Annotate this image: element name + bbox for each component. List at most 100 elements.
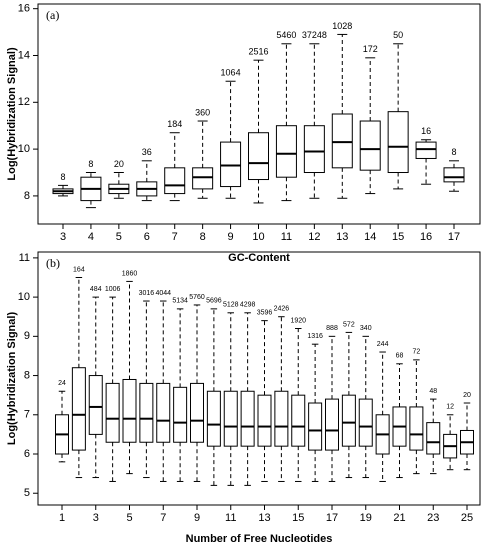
count-label: 36 (142, 147, 152, 157)
box (88, 375, 103, 435)
box (291, 394, 306, 447)
count-label: 244 (377, 341, 389, 348)
count-label: 5760 (189, 294, 205, 301)
box (359, 120, 381, 171)
count-label: 50 (393, 30, 403, 40)
box (303, 125, 325, 174)
count-label: 2426 (274, 306, 290, 313)
x-tick-label: 3 (60, 231, 66, 243)
box (206, 390, 221, 447)
x-tick-label: 7 (172, 231, 178, 243)
count-label: 5134 (172, 298, 188, 305)
count-label: 1064 (221, 68, 241, 78)
box (71, 367, 86, 451)
x-tick-label: 17 (448, 231, 460, 243)
y-tick-label: 14 (18, 49, 30, 61)
count-label: 184 (167, 119, 182, 129)
box (192, 167, 214, 190)
x-tick-label: 5 (116, 231, 122, 243)
box (275, 125, 297, 178)
x-tick-label: 23 (427, 512, 439, 524)
box (426, 422, 441, 455)
count-label: 68 (396, 353, 404, 360)
box (164, 167, 186, 195)
box (257, 394, 272, 447)
count-label: 72 (412, 349, 420, 356)
y-tick-label: 16 (18, 3, 30, 15)
count-label: 8 (88, 159, 93, 169)
x-tick-label: 12 (308, 231, 320, 243)
y-tick-label: 8 (24, 190, 30, 202)
count-label: 172 (363, 44, 378, 54)
box (341, 394, 356, 447)
count-label: 48 (429, 388, 437, 395)
count-label: 3596 (257, 309, 273, 316)
plot-frame (37, 251, 481, 506)
plot-frame (37, 3, 481, 225)
count-label: 20 (114, 159, 124, 169)
box (223, 390, 238, 447)
count-label: 1028 (332, 21, 352, 31)
box (248, 132, 269, 181)
count-label: 5128 (223, 302, 239, 309)
x-tick-label: 19 (360, 512, 372, 524)
x-tick-label: 10 (252, 231, 264, 243)
count-label: 24 (58, 380, 66, 387)
count-label: 20 (463, 392, 471, 399)
count-label: 484 (90, 286, 102, 293)
box (409, 406, 424, 451)
count-label: 1316 (307, 333, 323, 340)
count-label: 5460 (276, 30, 296, 40)
count-label: 2516 (248, 47, 268, 57)
y-tick-label: 11 (19, 252, 30, 264)
box (274, 390, 289, 447)
x-tick-label: 9 (228, 231, 234, 243)
x-tick-label: 13 (258, 512, 270, 524)
count-label: 1006 (105, 286, 121, 293)
box (331, 113, 353, 169)
x-tick-label: 16 (420, 231, 432, 243)
count-label: 340 (360, 325, 372, 332)
count-label: 164 (73, 266, 85, 273)
box (308, 402, 323, 451)
x-tick-label: 4 (88, 231, 94, 243)
box (240, 390, 255, 447)
x-tick-label: 14 (364, 231, 376, 243)
y-tick-label: 7 (24, 409, 30, 421)
box (173, 386, 188, 443)
box (122, 378, 137, 443)
panel-label: (a) (46, 8, 59, 22)
count-label: 3016 (139, 290, 155, 297)
count-label: 1860 (122, 270, 138, 277)
box (139, 382, 154, 443)
box (358, 398, 373, 447)
count-label: 16 (421, 126, 431, 136)
y-tick-label: 5 (24, 487, 30, 499)
y-tick-label: 10 (18, 143, 30, 155)
x-axis-title: Number of Free Nucleotides (186, 533, 333, 544)
count-label: 37248 (302, 30, 327, 40)
box (387, 111, 409, 174)
y-tick-label: 9 (24, 330, 30, 342)
count-label: 12 (446, 404, 454, 411)
box (105, 382, 120, 443)
x-tick-label: 15 (292, 512, 304, 524)
count-label: 4298 (240, 302, 256, 309)
x-tick-label: 11 (281, 231, 292, 243)
x-tick-label: 21 (393, 512, 405, 524)
count-label: 8 (451, 147, 456, 157)
count-label: 4044 (155, 290, 171, 297)
x-tick-label: 7 (160, 512, 166, 524)
y-tick-label: 6 (24, 448, 30, 460)
count-label: 5696 (206, 298, 222, 305)
x-tick-label: 6 (144, 231, 150, 243)
x-tick-label: 1 (59, 512, 65, 524)
x-tick-label: 5 (126, 512, 132, 524)
x-tick-label: 13 (336, 231, 348, 243)
count-label: 1920 (290, 317, 306, 324)
box (443, 167, 465, 183)
box (156, 382, 171, 443)
x-tick-label: 3 (93, 512, 99, 524)
count-label: 8 (60, 172, 65, 182)
